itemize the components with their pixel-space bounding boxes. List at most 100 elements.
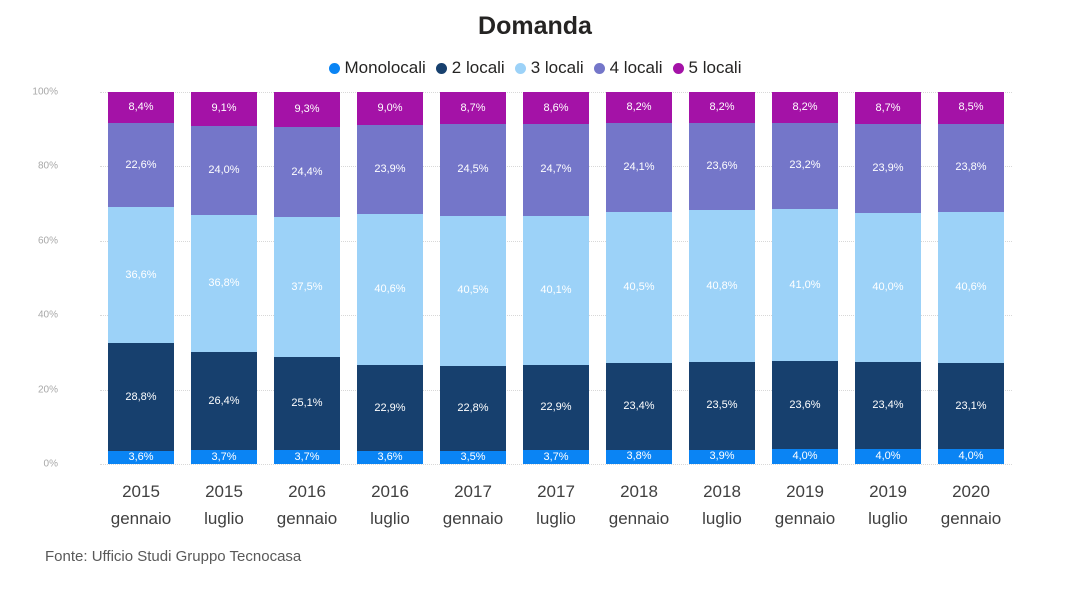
bar-segment-5-locali-2018-gennaio[interactable]: 8,2% bbox=[606, 92, 672, 123]
data-label: 40,5% bbox=[623, 281, 655, 293]
bar-segment-5-locali-2015-luglio[interactable]: 9,1% bbox=[191, 92, 257, 126]
bar-segment-2-locali-2017-gennaio[interactable]: 22,8% bbox=[440, 366, 506, 451]
bar-segment-monolocali-2018-luglio[interactable]: 3,9% bbox=[689, 449, 755, 464]
data-label: 36,6% bbox=[125, 268, 157, 281]
data-label: 40,6% bbox=[374, 283, 406, 296]
bar-2019-gennaio: 4,0% 23,6% 41,0% 23,2% 8,2% bbox=[772, 92, 838, 464]
y-axis-label-80%: 80% bbox=[37, 160, 58, 172]
x-axis-label-2015-luglio: 2015 luglio bbox=[183, 478, 265, 532]
bar-segment-3-locali-2019-luglio[interactable]: 40,0% bbox=[855, 213, 921, 363]
bar-2017-luglio: 3,7% 22,9% 40,1% 24,7% 8,6% bbox=[523, 92, 589, 464]
legend-item-2-locali[interactable]: 2 locali bbox=[435, 58, 505, 78]
chart-legend: Monolocali 2 locali 3 locali 4 locali 5 loca… bbox=[0, 58, 1070, 78]
data-label: 8,5% bbox=[958, 101, 984, 114]
bar-segment-2-locali-2020-gennaio[interactable]: 23,1% bbox=[938, 363, 1004, 450]
legend-dot-5-locali bbox=[672, 62, 684, 74]
bar-segment-monolocali-2019-gennaio[interactable]: 4,0% bbox=[772, 449, 838, 464]
data-label: 23,2% bbox=[789, 159, 821, 172]
bar-segment-2-locali-2017-luglio[interactable]: 22,9% bbox=[523, 365, 589, 451]
bar-segment-3-locali-2018-gennaio[interactable]: 40,5% bbox=[606, 212, 672, 363]
bar-segment-3-locali-2015-gennaio[interactable]: 36,6% bbox=[108, 207, 174, 344]
bar-segment-3-locali-2016-gennaio[interactable]: 37,5% bbox=[274, 217, 340, 357]
bar-segment-4-locali-2018-luglio[interactable]: 23,6% bbox=[689, 122, 755, 211]
bar-segment-4-locali-2015-luglio[interactable]: 24,0% bbox=[191, 125, 257, 216]
data-label: 9,0% bbox=[377, 102, 403, 115]
bar-segment-3-locali-2020-gennaio[interactable]: 40,6% bbox=[938, 212, 1004, 364]
data-label: 3,5% bbox=[460, 450, 486, 463]
bar-segment-2-locali-2016-gennaio[interactable]: 25,1% bbox=[274, 356, 340, 451]
bar-segment-4-locali-2018-gennaio[interactable]: 24,1% bbox=[606, 122, 672, 213]
legend-dot-4-locali bbox=[593, 62, 605, 74]
bar-segment-2-locali-2019-luglio[interactable]: 23,4% bbox=[855, 362, 921, 450]
bar-segment-2-locali-2015-luglio[interactable]: 26,4% bbox=[191, 352, 257, 451]
legend-item-3-locali[interactable]: 3 locali bbox=[514, 58, 584, 78]
data-label: 3,7% bbox=[211, 450, 237, 463]
bar-2018-gennaio: 3,8% 23,4% 40,5% 24,1% 8,2% bbox=[606, 92, 672, 464]
data-label: 9,3% bbox=[294, 102, 320, 115]
data-label: 8,2% bbox=[709, 100, 735, 113]
bar-segment-monolocali-2015-luglio[interactable]: 3,7% bbox=[191, 450, 257, 464]
bar-segment-3-locali-2017-gennaio[interactable]: 40,5% bbox=[440, 215, 506, 367]
bar-segment-monolocali-2016-gennaio[interactable]: 3,7% bbox=[274, 450, 340, 464]
bar-segment-3-locali-2018-luglio[interactable]: 40,8% bbox=[689, 210, 755, 363]
bar-segment-monolocali-2020-gennaio[interactable]: 4,0% bbox=[938, 449, 1004, 464]
bar-2016-gennaio: 3,7% 25,1% 37,5% 24,4% 9,3% bbox=[274, 92, 340, 464]
bar-segment-3-locali-2015-luglio[interactable]: 36,8% bbox=[191, 215, 257, 353]
bar-segment-4-locali-2017-luglio[interactable]: 24,7% bbox=[523, 124, 589, 216]
data-label: 23,6% bbox=[706, 159, 738, 172]
bar-segment-monolocali-2017-gennaio[interactable]: 3,5% bbox=[440, 450, 506, 464]
bar-segment-4-locali-2015-gennaio[interactable]: 22,6% bbox=[108, 123, 174, 208]
data-label: 9,1% bbox=[211, 102, 237, 115]
y-axis-label-100%: 100% bbox=[32, 86, 58, 98]
bar-segment-2-locali-2016-luglio[interactable]: 22,9% bbox=[357, 365, 423, 451]
bar-segment-2-locali-2015-gennaio[interactable]: 28,8% bbox=[108, 343, 174, 451]
bar-segment-monolocali-2015-gennaio[interactable]: 3,6% bbox=[108, 450, 174, 464]
bar-segment-monolocali-2017-luglio[interactable]: 3,7% bbox=[523, 450, 589, 464]
bar-segment-4-locali-2017-gennaio[interactable]: 24,5% bbox=[440, 124, 506, 216]
x-label-year: 2015 bbox=[122, 482, 160, 501]
legend-dot-monolocali bbox=[328, 62, 340, 74]
data-label: 22,6% bbox=[125, 158, 157, 171]
x-label-month: luglio bbox=[702, 509, 742, 528]
bar-segment-2-locali-2018-luglio[interactable]: 23,5% bbox=[689, 362, 755, 450]
bar-segment-5-locali-2016-luglio[interactable]: 9,0% bbox=[357, 92, 423, 126]
data-label: 40,5% bbox=[457, 284, 489, 297]
bar-segment-4-locali-2020-gennaio[interactable]: 23,8% bbox=[938, 123, 1004, 213]
x-axis-label-2019-gennaio: 2019 gennaio bbox=[764, 478, 846, 532]
bar-segment-4-locali-2019-gennaio[interactable]: 23,2% bbox=[772, 122, 838, 209]
bar-segment-3-locali-2019-gennaio[interactable]: 41,0% bbox=[772, 208, 838, 362]
bar-segment-3-locali-2017-luglio[interactable]: 40,1% bbox=[523, 215, 589, 366]
x-axis-label-2019-luglio: 2019 luglio bbox=[847, 478, 929, 532]
bar-segment-2-locali-2018-gennaio[interactable]: 23,4% bbox=[606, 362, 672, 450]
bar-segment-5-locali-2019-luglio[interactable]: 8,7% bbox=[855, 92, 921, 125]
legend-item-monolocali[interactable]: Monolocali bbox=[328, 58, 426, 78]
x-axis-label-2017-gennaio: 2017 gennaio bbox=[432, 478, 514, 532]
bar-segment-2-locali-2019-gennaio[interactable]: 23,6% bbox=[772, 361, 838, 450]
bar-segment-monolocali-2019-luglio[interactable]: 4,0% bbox=[855, 449, 921, 464]
bar-segment-3-locali-2016-luglio[interactable]: 40,6% bbox=[357, 214, 423, 366]
bar-segment-5-locali-2016-gennaio[interactable]: 9,3% bbox=[274, 92, 340, 127]
legend-item-4-locali[interactable]: 4 locali bbox=[593, 58, 663, 78]
bar-segment-5-locali-2015-gennaio[interactable]: 8,4% bbox=[108, 92, 174, 124]
data-label: 22,8% bbox=[457, 402, 489, 415]
data-label: 28,8% bbox=[125, 390, 157, 403]
data-label: 40,1% bbox=[540, 283, 572, 296]
legend-item-5-locali[interactable]: 5 locali bbox=[672, 58, 741, 78]
bar-segment-5-locali-2017-gennaio[interactable]: 8,7% bbox=[440, 92, 506, 125]
x-label-month: luglio bbox=[868, 509, 908, 528]
bar-segment-4-locali-2019-luglio[interactable]: 23,9% bbox=[855, 124, 921, 214]
data-label: 24,1% bbox=[623, 160, 655, 173]
bar-segment-4-locali-2016-gennaio[interactable]: 24,4% bbox=[274, 126, 340, 218]
bar-segment-5-locali-2018-luglio[interactable]: 8,2% bbox=[689, 92, 755, 123]
bar-segment-4-locali-2016-luglio[interactable]: 23,9% bbox=[357, 125, 423, 215]
bar-segment-5-locali-2017-luglio[interactable]: 8,6% bbox=[523, 92, 589, 125]
bar-segment-5-locali-2020-gennaio[interactable]: 8,5% bbox=[938, 92, 1004, 124]
x-label-year: 2019 bbox=[786, 482, 824, 501]
data-label: 23,1% bbox=[955, 399, 987, 412]
data-label: 3,7% bbox=[294, 450, 320, 463]
bar-segment-monolocali-2018-gennaio[interactable]: 3,8% bbox=[606, 449, 672, 464]
bar-segment-5-locali-2019-gennaio[interactable]: 8,2% bbox=[772, 92, 838, 123]
bar-segment-monolocali-2016-luglio[interactable]: 3,6% bbox=[357, 450, 423, 464]
y-axis-label-40%: 40% bbox=[37, 309, 58, 321]
legend-label-2-locali: 2 locali bbox=[451, 58, 505, 77]
